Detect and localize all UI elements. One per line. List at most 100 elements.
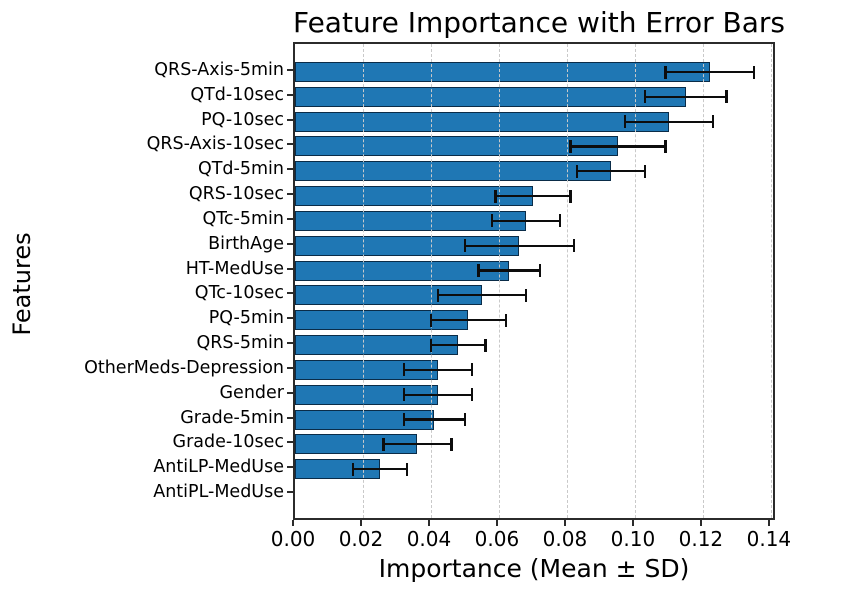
error-bar-QRS-10sec <box>495 195 571 198</box>
gridline-0.12 <box>702 44 704 518</box>
error-cap-high-QRS-5min <box>484 338 487 352</box>
y-tick-Grade-10sec <box>287 441 293 444</box>
error-cap-high-QTd-10sec <box>725 90 728 104</box>
bar-QTd-5min <box>295 161 612 182</box>
error-cap-high-QTc-10sec <box>524 288 528 302</box>
error-bar-BirthAge <box>464 244 574 247</box>
x-tick-label-0.08: 0.08 <box>542 527 588 551</box>
error-bar-PQ-10sec <box>624 120 714 123</box>
x-tick-label-0.12: 0.12 <box>678 527 724 551</box>
error-cap-high-QTd-5min <box>643 164 647 178</box>
error-cap-low-PQ-10sec <box>623 115 626 129</box>
y-tick-label-QTc-5min: QTc-5min <box>202 208 284 229</box>
error-bar-PQ-5min <box>430 319 506 322</box>
x-tick-0.00 <box>292 520 294 526</box>
x-tick-0.12 <box>699 520 702 526</box>
y-tick-HT-MedUse <box>287 267 293 270</box>
error-cap-high-PQ-5min <box>504 313 507 327</box>
y-tick-QRS-Axis-10sec <box>287 143 293 146</box>
gridline-0.02 <box>362 44 364 518</box>
y-tick-label-QTd-10sec: QTd-10sec <box>190 84 284 105</box>
x-tick-label-0.00: 0.00 <box>270 527 316 551</box>
x-axis-label: Importance (Mean ± SD) <box>378 554 690 583</box>
gridline-0.08 <box>566 44 568 518</box>
y-tick-label-OtherMeds-Depression: OtherMeds-Depression <box>84 357 284 378</box>
error-cap-high-QTc-5min <box>558 214 562 228</box>
error-bar-Grade-10sec <box>383 443 452 446</box>
y-tick-Grade-5min <box>287 416 293 419</box>
bar-PQ-10sec <box>295 111 669 132</box>
error-cap-low-QRS-10sec <box>494 189 497 203</box>
y-tick-label-Grade-10sec: Grade-10sec <box>172 432 284 453</box>
bar-QTd-10sec <box>295 86 686 107</box>
y-tick-QTc-5min <box>287 217 293 220</box>
error-bar-AntiLP-MedUse <box>352 468 408 471</box>
x-tick-label-0.10: 0.10 <box>610 527 656 551</box>
x-tick-0.04 <box>427 520 430 526</box>
error-cap-high-QRS-Axis-5min <box>752 65 756 79</box>
error-bar-Grade-5min <box>403 418 465 421</box>
y-tick-label-Gender: Gender <box>219 382 285 403</box>
error-cap-low-Gender <box>402 388 405 402</box>
plot-area <box>293 42 775 520</box>
y-tick-QTd-5min <box>287 168 293 171</box>
x-tick-0.08 <box>563 520 566 526</box>
bar-QRS-Axis-5min <box>295 62 710 82</box>
y-tick-QTd-10sec <box>287 93 293 96</box>
error-cap-high-QRS-10sec <box>569 189 572 203</box>
error-cap-high-HT-MedUse <box>538 264 541 278</box>
y-tick-QTc-10sec <box>287 292 293 295</box>
error-bar-HT-MedUse <box>478 269 540 272</box>
error-cap-high-AntiLP-MedUse <box>405 462 409 476</box>
error-cap-low-AntiLP-MedUse <box>351 462 354 476</box>
x-tick-0.14 <box>767 520 770 526</box>
y-tick-AntiLP-MedUse <box>287 466 293 469</box>
y-tick-PQ-5min <box>287 317 293 320</box>
error-bar-QRS-Axis-5min <box>665 70 754 74</box>
error-cap-high-BirthAge <box>572 239 575 253</box>
error-cap-high-QRS-Axis-10sec <box>664 139 667 153</box>
x-tick-0.10 <box>631 520 634 526</box>
error-cap-low-QRS-5min <box>429 338 433 352</box>
x-tick-label-0.04: 0.04 <box>406 527 452 551</box>
x-tick-0.06 <box>495 520 498 526</box>
y-tick-label-QTd-5min: QTd-5min <box>197 159 284 180</box>
y-tick-label-HT-MedUse: HT-MedUse <box>185 258 284 279</box>
y-tick-QRS-Axis-5min <box>287 69 293 71</box>
y-tick-label-PQ-10sec: PQ-10sec <box>201 109 284 130</box>
error-cap-low-QTd-5min <box>575 164 579 178</box>
gridline-0.14 <box>770 44 772 518</box>
x-tick-0.02 <box>359 520 362 526</box>
y-tick-OtherMeds-Depression <box>287 366 293 369</box>
y-tick-label-QRS-5min: QRS-5min <box>196 333 285 354</box>
x-tick-label-0.14: 0.14 <box>746 527 792 551</box>
y-tick-label-Grade-5min: Grade-5min <box>180 407 284 428</box>
y-tick-AntiPL-MedUse <box>287 491 293 493</box>
error-cap-low-OtherMeds-Depression <box>402 363 405 377</box>
error-bar-OtherMeds-Depression <box>403 368 472 371</box>
error-bar-QTd-10sec <box>645 95 727 98</box>
error-cap-low-QTd-10sec <box>643 90 647 104</box>
error-cap-high-PQ-10sec <box>711 115 715 129</box>
y-tick-label-PQ-5min: PQ-5min <box>208 308 284 329</box>
x-tick-label-0.06: 0.06 <box>474 527 520 551</box>
y-tick-label-QRS-10sec: QRS-10sec <box>188 184 284 205</box>
error-bar-QRS-Axis-10sec <box>570 145 666 148</box>
error-cap-low-PQ-5min <box>429 313 433 327</box>
error-cap-high-Grade-5min <box>463 413 467 427</box>
error-cap-low-QTc-5min <box>490 214 494 228</box>
error-cap-low-QRS-Axis-5min <box>664 65 667 79</box>
error-bar-QTd-5min <box>577 170 646 173</box>
error-bar-Gender <box>403 393 472 396</box>
error-bar-QTc-5min <box>492 219 561 223</box>
y-tick-label-AntiLP-MedUse: AntiLP-MedUse <box>153 457 284 478</box>
y-tick-QRS-10sec <box>287 193 293 196</box>
gridline-0.04 <box>430 44 432 518</box>
error-bar-QTc-10sec <box>437 294 527 297</box>
error-cap-low-Grade-5min <box>402 413 405 427</box>
error-cap-low-Grade-10sec <box>382 437 385 451</box>
y-tick-label-AntiPL-MedUse: AntiPL-MedUse <box>153 482 284 502</box>
y-tick-PQ-10sec <box>287 118 293 121</box>
chart-title: Feature Importance with Error Bars <box>293 6 785 39</box>
